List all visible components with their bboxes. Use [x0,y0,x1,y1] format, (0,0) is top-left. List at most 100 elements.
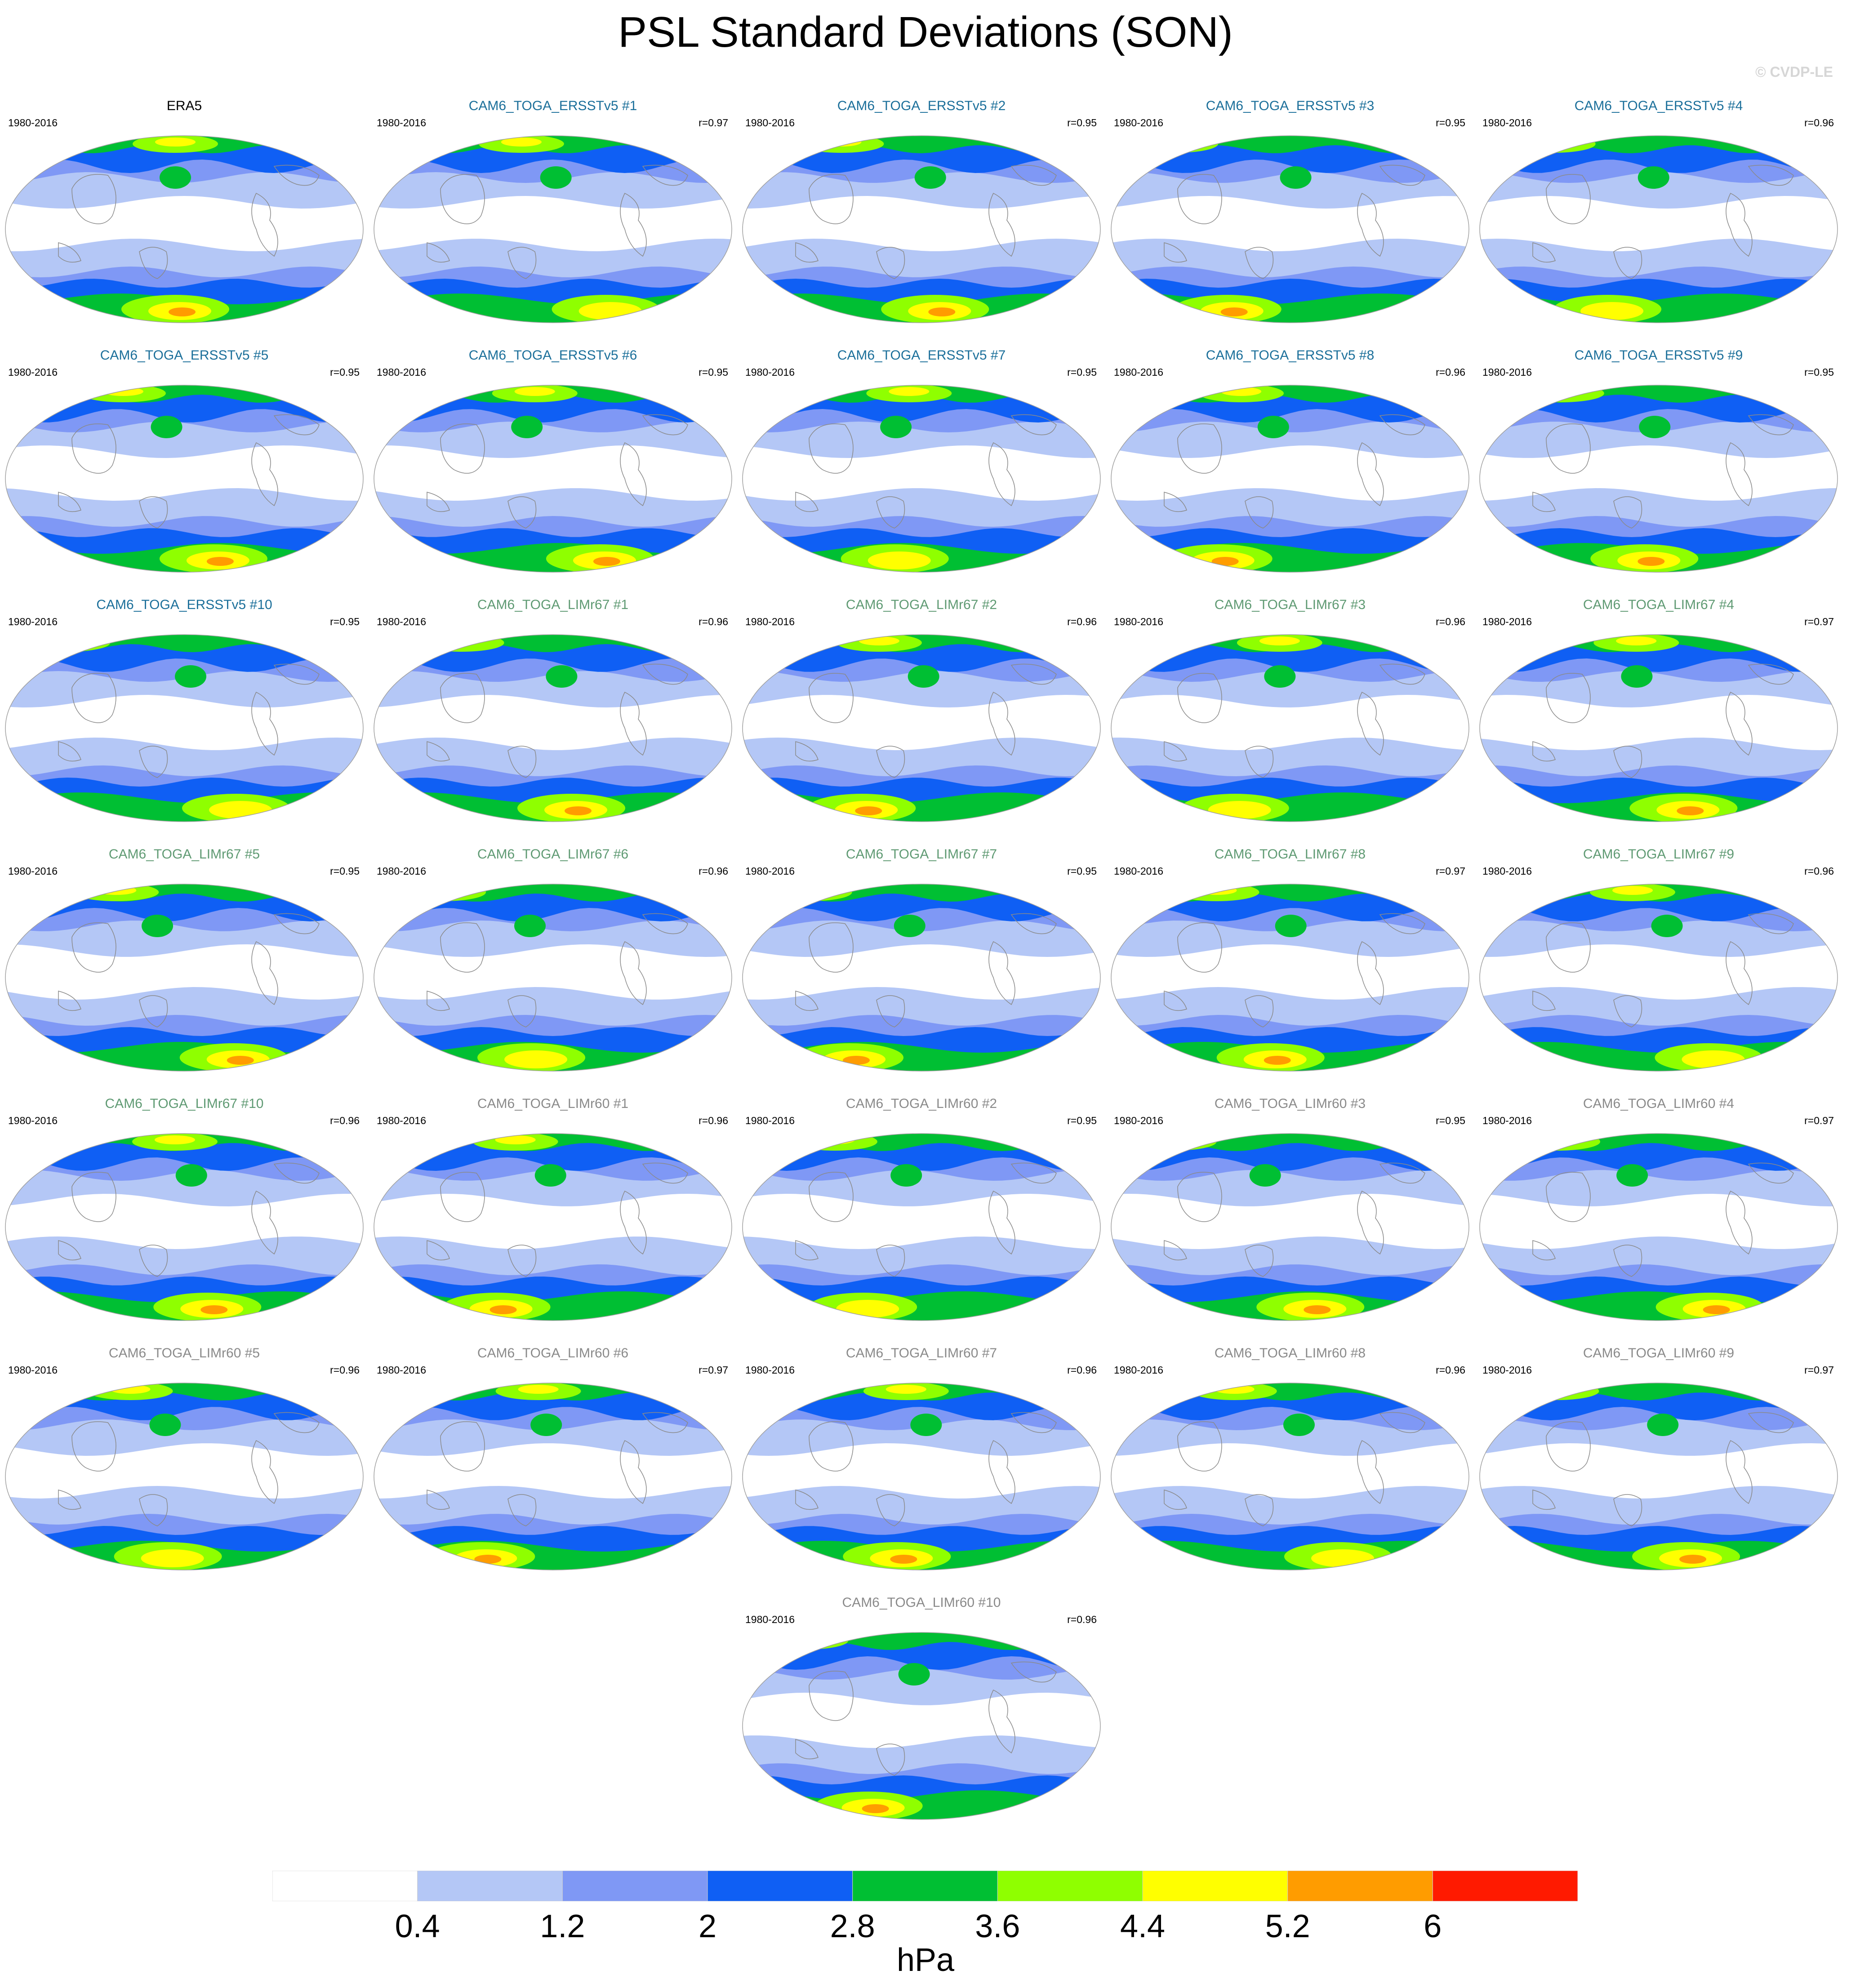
map-coastline [1726,691,1753,756]
map-fill-tropics [5,1194,363,1249]
map-coastline [440,1421,485,1472]
map-coastline [876,995,905,1027]
map-max-south-peak [862,1804,889,1813]
colorbar-tick-label: 3.6 [975,1908,1020,1944]
colorbar-segment [562,1871,708,1901]
map-max-north [1515,1134,1601,1151]
psl-map [1479,1133,1838,1321]
map-coastline [1748,1162,1794,1184]
map-coastline [1010,913,1057,934]
map-coastline [427,1240,450,1261]
panel-title: CAM6_TOGA_LIMr60 #3 [1214,1096,1366,1111]
map-coastline [427,1490,450,1510]
map-max-north-core [785,1634,826,1643]
panel-title: CAM6_TOGA_LIMr67 #6 [477,847,629,862]
map-max-north-core [495,1135,536,1144]
map-max-pacific [1621,665,1653,688]
map-coastline [1613,496,1642,529]
map-max-north [798,136,884,153]
map-coastline [273,663,320,685]
psl-map [1479,1383,1838,1570]
map-max-north-core [885,1385,926,1394]
map-panel: CAM6_TOGA_LIMr67 #9 1980-2016 r=0.96 [1474,838,1843,1072]
panel-title: CAM6_TOGA_LIMr67 #3 [1214,597,1366,612]
map-coastline [642,663,688,685]
map-max-pacific [540,166,572,189]
map-max-north-core [1612,886,1653,895]
map-max-south-peak [1677,806,1704,815]
panel-title: CAM6_TOGA_LIMr60 #10 [842,1595,1001,1610]
map-panel: CAM6_TOGA_LIMr60 #9 1980-2016 r=0.97 [1474,1337,1843,1571]
map-max-south-peak [227,1056,254,1065]
map-border [374,1133,732,1321]
colorbar-tick-label: 6 [1424,1908,1442,1944]
map-coastline [71,1172,116,1222]
map-coastline [1357,442,1384,507]
map-max-pacific [908,665,939,688]
map-border [1479,884,1838,1072]
map-fill-north-peak [374,635,732,652]
panel-correlation: r=0.97 [1804,1115,1834,1126]
map-coastline [1164,492,1187,512]
map-coastline [507,1494,537,1526]
map-max-north [400,884,486,901]
panel-title: CAM6_TOGA_LIMr60 #6 [477,1346,629,1361]
map-coastline [620,1190,647,1255]
map-coastline [620,941,647,1005]
panel-title: CAM6_TOGA_ERSSTv5 #6 [468,348,637,363]
map-border [374,135,732,323]
colorbar-segment [997,1871,1143,1901]
map-fill-tropics [1480,695,1838,750]
panel-correlation: r=0.96 [1067,616,1097,627]
map-fill-tropics [5,196,363,251]
map-coastline [507,995,537,1027]
psl-map [5,884,364,1072]
map-max-south-core [836,1300,899,1318]
psl-map [374,1383,732,1570]
colorbar-segment [272,1871,418,1901]
map-max-south-peak [1304,1305,1331,1314]
colorbar [272,1871,1578,1901]
map-max-pacific [898,1663,930,1686]
map-max-north-core [96,886,137,895]
panel-correlation: r=0.96 [1804,865,1834,877]
map-coastline [1532,492,1556,512]
map-fill-tropics [1111,445,1469,501]
map-max-pacific [1651,915,1683,937]
map-fill-north-peak [1111,136,1469,153]
map-fill-south-peak [1111,792,1469,822]
map-border [1479,1133,1838,1321]
map-max-south-peak [169,307,196,316]
map-border [5,1383,364,1570]
psl-map [742,135,1101,323]
map-fill-tropics [1480,1443,1838,1499]
map-max-north-core [1259,636,1300,645]
map-coastline [427,741,450,762]
panel-correlation: r=0.97 [699,117,728,129]
map-panel: CAM6_TOGA_ERSSTv5 #4 1980-2016 r=0.96 [1474,90,1843,324]
panel-years: 1980-2016 [1114,865,1163,877]
map-coastline [139,995,168,1027]
map-coastline [1010,1162,1057,1184]
map-panel: CAM6_TOGA_LIMr60 #4 1980-2016 r=0.97 [1474,1088,1843,1321]
psl-map [1111,884,1469,1072]
map-panel: CAM6_TOGA_LIMr67 #7 1980-2016 r=0.95 [737,838,1106,1072]
map-max-north-core [47,636,88,645]
panel-years: 1980-2016 [1114,117,1163,129]
map-panel: CAM6_TOGA_ERSSTv5 #9 1980-2016 r=0.95 [1474,339,1843,573]
map-max-north-core [1153,1135,1194,1144]
map-coastline [1164,242,1187,263]
map-max-north [25,635,111,652]
map-fill-tropics [374,1194,732,1249]
map-coastline [809,673,854,723]
map-coastline [1010,414,1057,436]
panel-title: CAM6_TOGA_LIMr60 #9 [1583,1346,1735,1361]
map-fill-tropics [743,1693,1100,1748]
map-max-south-core [209,801,272,819]
panel-correlation: r=0.97 [1804,1364,1834,1376]
map-coastline [273,1412,320,1433]
panel-correlation: r=0.96 [1804,117,1834,129]
panel-title: CAM6_TOGA_LIMr60 #7 [845,1346,997,1361]
map-coastline [251,1440,278,1504]
map-coastline [58,741,81,762]
